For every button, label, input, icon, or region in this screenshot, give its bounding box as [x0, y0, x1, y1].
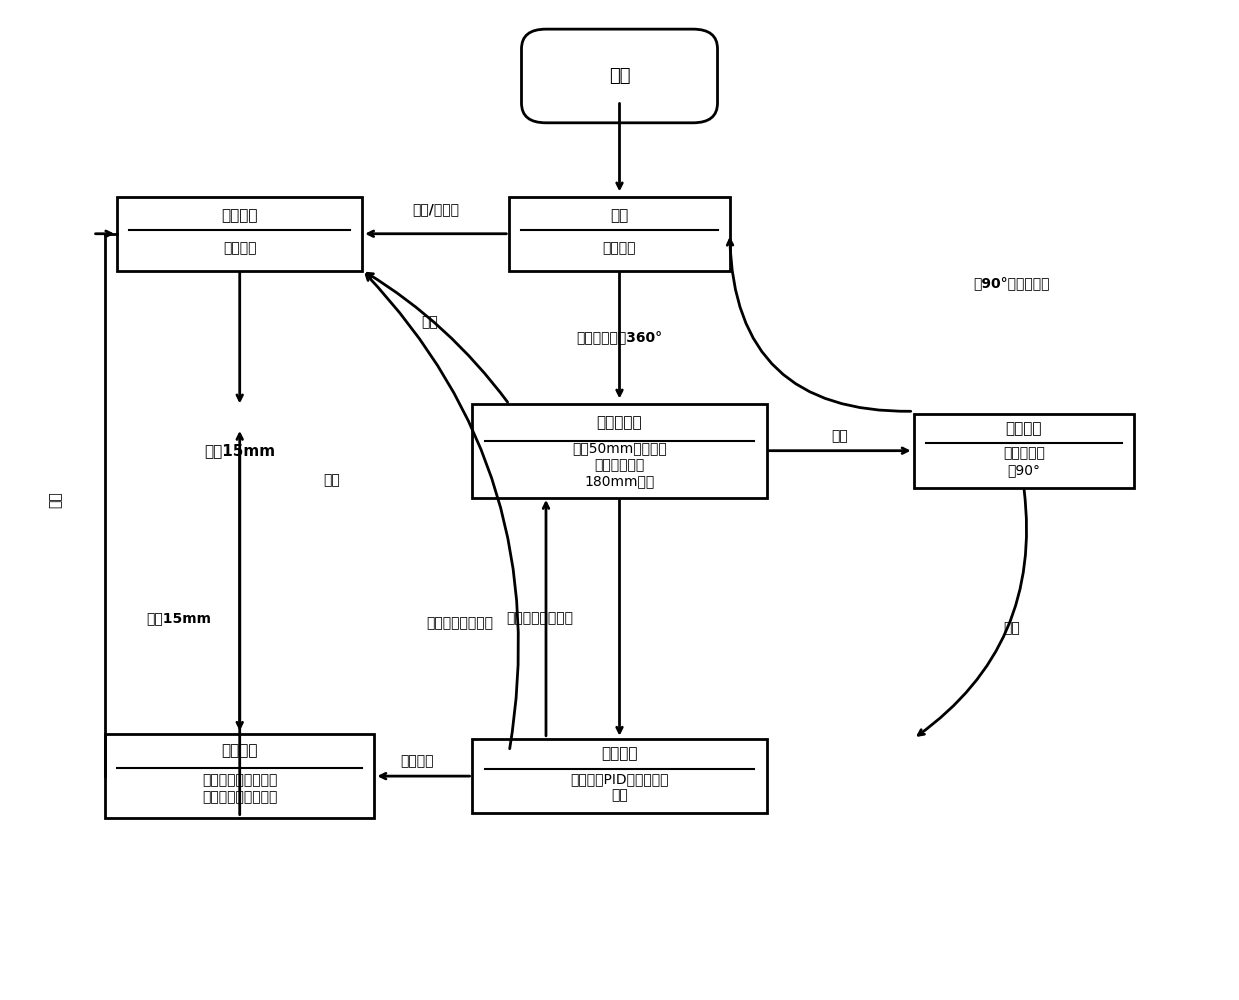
- Text: 后退15mm: 后退15mm: [204, 443, 275, 458]
- FancyBboxPatch shape: [472, 739, 767, 813]
- Text: 硬碰: 硬碰: [50, 492, 63, 508]
- Text: 与墙平行: 与墙平行: [400, 754, 434, 768]
- Text: 后退15mm: 后退15mm: [146, 611, 211, 625]
- Text: 沿墙行走: 沿墙行走: [601, 746, 638, 761]
- Text: 开始: 开始: [608, 67, 631, 85]
- FancyBboxPatch shape: [509, 197, 730, 271]
- Text: 硬碰: 硬碰: [421, 316, 437, 330]
- Text: 使用沿墙PID组计算轮速
运行: 使用沿墙PID组计算轮速 运行: [570, 772, 669, 802]
- Text: 换墙转向: 换墙转向: [1006, 421, 1042, 436]
- Text: 找墙: 找墙: [611, 208, 628, 223]
- Text: 原地转向，左沿墙顺
时针，右沿墙逆时针: 原地转向，左沿墙顺 时针，右沿墙逆时针: [202, 774, 278, 804]
- Text: 后退避开: 后退避开: [222, 208, 258, 223]
- Text: 沿墙一侧信号丢失: 沿墙一侧信号丢失: [507, 611, 574, 625]
- Text: 硬碰/软碰撞: 硬碰/软碰撞: [413, 202, 460, 216]
- Text: 转90°完成或碰撞: 转90°完成或碰撞: [974, 276, 1049, 290]
- FancyBboxPatch shape: [913, 414, 1134, 488]
- Text: 调整角度: 调整角度: [222, 743, 258, 758]
- FancyBboxPatch shape: [472, 404, 767, 498]
- Text: 绕圈: 绕圈: [1004, 621, 1020, 635]
- Text: 向无墙一侧
转90°: 向无墙一侧 转90°: [1002, 447, 1044, 477]
- Text: 找墙角度超过360°: 找墙角度超过360°: [576, 330, 663, 344]
- Text: 全速直行: 全速直行: [602, 242, 637, 256]
- FancyBboxPatch shape: [118, 197, 362, 271]
- FancyBboxPatch shape: [105, 734, 374, 818]
- Text: 全速后退: 全速后退: [223, 242, 256, 256]
- Text: 直走50mm，然后向
沿墙一侧半径
180mm转向: 直走50mm，然后向 沿墙一侧半径 180mm转向: [572, 442, 667, 488]
- FancyBboxPatch shape: [522, 29, 717, 123]
- Text: 沿墙一侧信号找回: 沿墙一侧信号找回: [426, 616, 493, 630]
- Text: 硬碰: 硬碰: [323, 473, 339, 487]
- Text: 向内侧找墙: 向内侧找墙: [597, 415, 642, 430]
- Text: 绕圈: 绕圈: [831, 429, 849, 443]
